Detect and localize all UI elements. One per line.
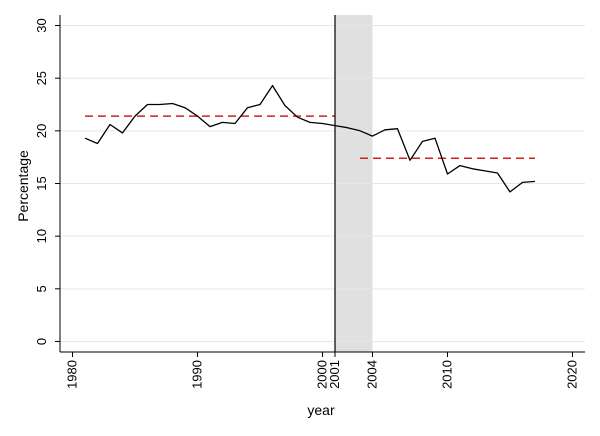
y-axis-title: Percentage [15,150,31,222]
x-tick-label-3: 2001 [327,360,342,389]
y-tick-label-2: 10 [34,229,49,243]
x-tick-label-2: 2000 [315,360,330,389]
y-tick-label-4: 20 [34,124,49,138]
x-tick-label-5: 2010 [440,360,455,389]
y-tick-label-1: 5 [34,285,49,292]
y-tick-label-5: 25 [34,71,49,85]
y-tick-labels: 0 5 10 15 20 25 30 [34,18,60,345]
grid-lines [60,25,585,342]
y-tick-label-3: 15 [34,176,49,190]
y-tick-label-6: 30 [34,18,49,32]
y-tick-label-0: 0 [34,338,49,345]
x-tick-label-0: 1980 [65,360,80,389]
x-tick-label-1: 1990 [190,360,205,389]
series-lines [84,84,536,193]
x-tick-label-4: 2004 [365,360,380,389]
x-tick-label-6: 2020 [565,360,580,389]
reference-lines [85,15,535,352]
watermark-text: 知乎 @数据线 [484,400,572,417]
series-line-0 [84,84,536,193]
x-axis-title: year [307,402,335,418]
